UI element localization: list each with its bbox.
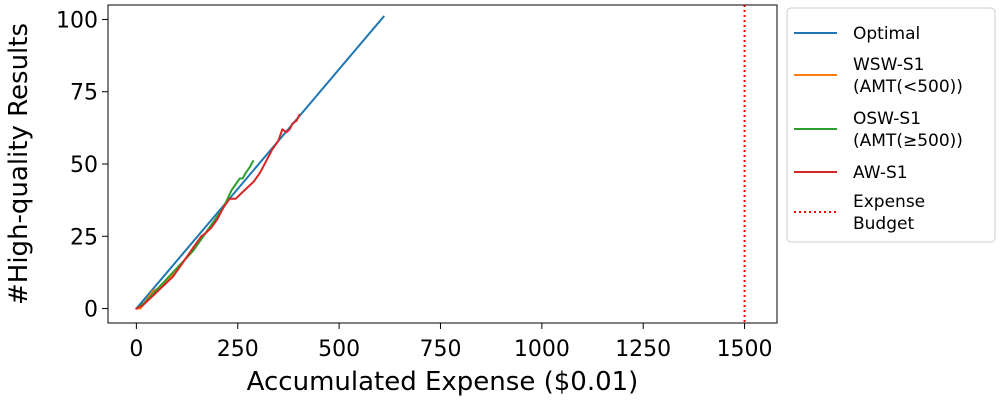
legend-label-4: Budget — [853, 214, 914, 234]
y-tick-label: 75 — [70, 81, 98, 106]
x-tick-label: 750 — [419, 337, 461, 362]
plot-area-frame — [107, 4, 778, 324]
y-axis-ticks: 0 25 50 75 100 — [56, 8, 108, 323]
series-line-0 — [135, 15, 385, 310]
x-tick-label: 1250 — [615, 337, 671, 362]
x-axis-label: Accumulated Expense ($0.01) — [247, 367, 639, 397]
x-tick-label: 500 — [318, 337, 360, 362]
legend-label-0: Optimal — [853, 24, 920, 44]
legend-label-1: (AMT(<500)) — [853, 77, 963, 97]
series-line-3 — [135, 113, 301, 310]
x-tick-label: 1500 — [717, 337, 773, 362]
legend-label-4: Expense — [853, 192, 925, 212]
x-tick-label: 1000 — [514, 337, 570, 362]
y-tick-label: 100 — [56, 8, 98, 33]
y-tick-label: 0 — [84, 298, 98, 323]
y-axis-label: #High-quality Results — [4, 23, 34, 305]
y-tick-label: 50 — [70, 153, 98, 178]
series-line-2 — [135, 160, 255, 310]
x-tick-label: 0 — [129, 337, 143, 362]
x-tick-label: 250 — [217, 337, 259, 362]
legend-box — [786, 7, 996, 243]
legend-label-2: (AMT(≥500)) — [853, 131, 963, 151]
legend-label-3: AW-S1 — [853, 163, 908, 183]
plot-lines — [135, 5, 746, 323]
legend: Optimal WSW-S1(AMT(<500)) OSW-S1(AMT(≥500)… — [786, 7, 996, 243]
legend-label-2: OSW-S1 — [853, 109, 921, 129]
y-tick-label: 25 — [70, 225, 98, 250]
x-axis-ticks: 0 250 500 750 1000 1250 1500 — [129, 323, 773, 362]
legend-label-1: WSW-S1 — [853, 55, 924, 75]
